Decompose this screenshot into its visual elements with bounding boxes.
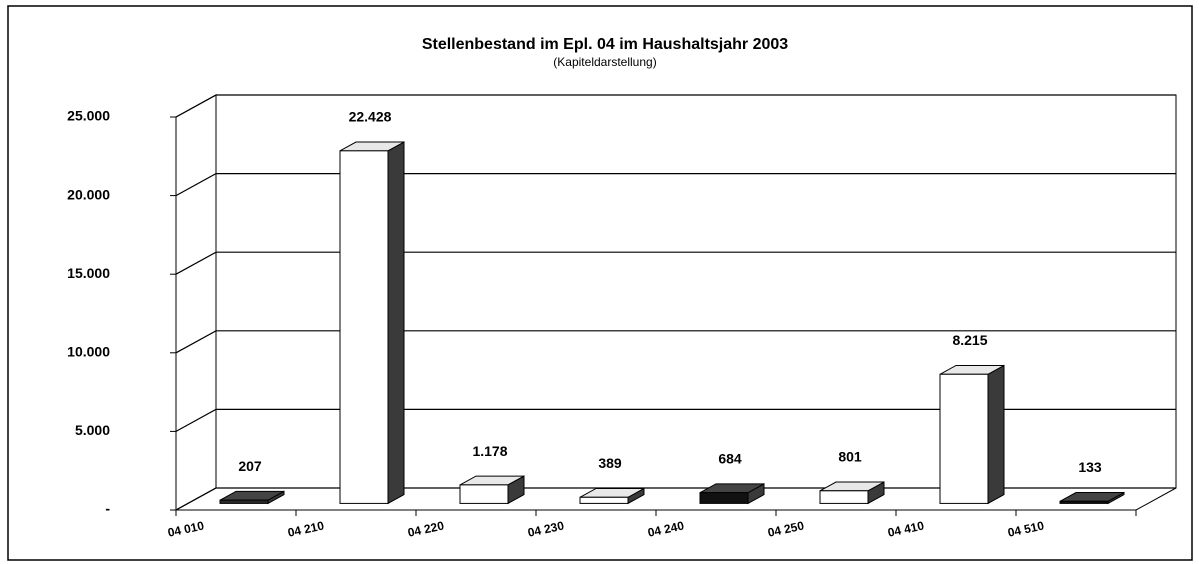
bar: [339, 150, 389, 504]
chart-subtitle: (Kapiteldarstellung): [553, 55, 656, 69]
bar: [579, 496, 629, 504]
left-wall: [175, 94, 217, 511]
value-label: 22.428: [349, 109, 392, 125]
value-label: 133: [1078, 459, 1102, 475]
value-label: 1.178: [472, 443, 507, 459]
bar-side: [387, 141, 405, 505]
bar-side: [987, 364, 1005, 505]
chart-title: Stellenbestand im Epl. 04 im Haushaltsja…: [422, 36, 788, 53]
y-tick-label: 10.000: [67, 344, 110, 360]
value-label: 684: [718, 451, 742, 467]
value-label: 389: [598, 455, 622, 471]
y-tick-label: 20.000: [67, 186, 110, 202]
bar: [1059, 500, 1109, 504]
value-label: 8.215: [952, 332, 987, 348]
grid-line: [175, 94, 1176, 118]
bar: [219, 499, 269, 504]
bar: [459, 484, 509, 504]
bar: [699, 492, 749, 504]
y-tick-label: 25.000: [67, 108, 110, 124]
grid-line: [175, 330, 1176, 354]
value-label: 801: [838, 449, 862, 465]
y-tick-label: 15.000: [67, 265, 110, 281]
bar: [819, 490, 869, 504]
grid-line: [175, 173, 1176, 197]
value-label: 207: [238, 458, 262, 474]
grid-line: [175, 251, 1176, 275]
bar: [939, 373, 989, 504]
y-tick-label: 5.000: [75, 422, 110, 438]
grid-line: [175, 408, 1176, 432]
floor: [175, 487, 1177, 511]
y-tick-label: -: [105, 501, 110, 517]
